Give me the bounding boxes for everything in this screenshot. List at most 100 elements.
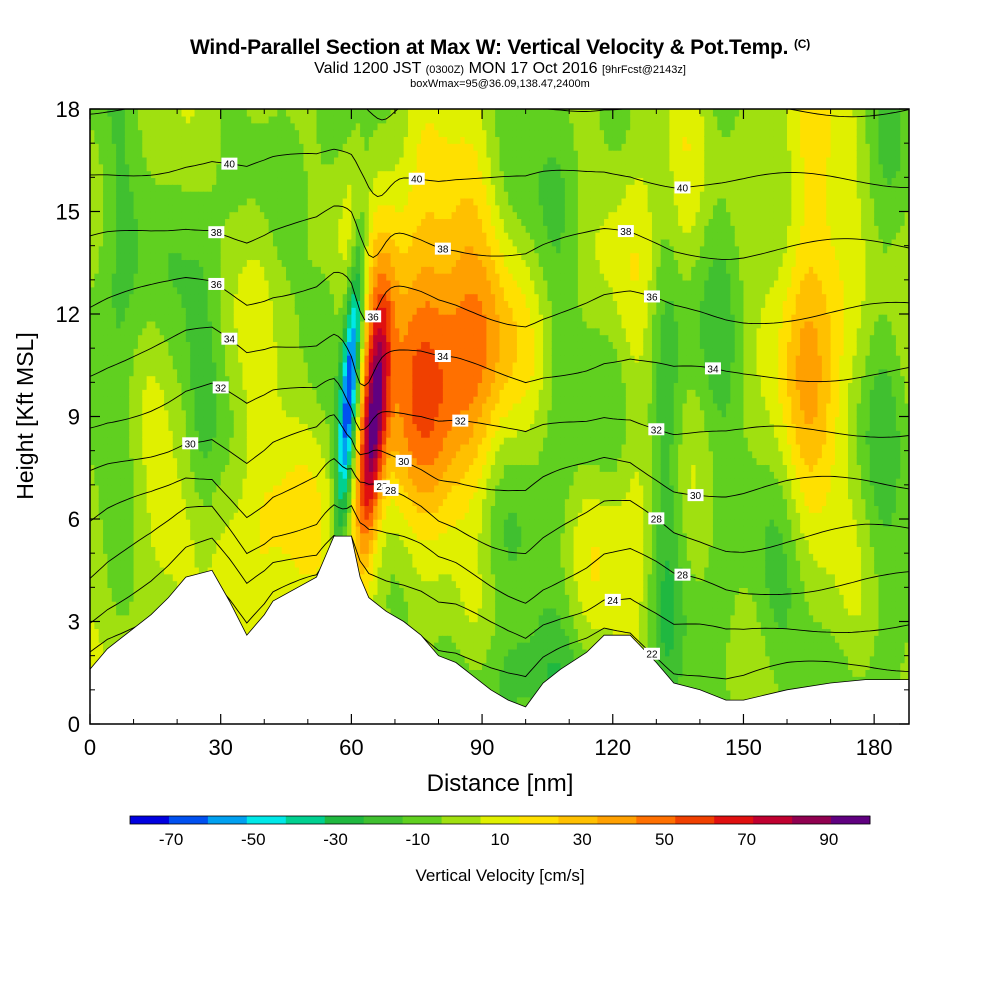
velocity-cell — [168, 157, 173, 165]
velocity-cell — [303, 417, 308, 425]
velocity-cell — [256, 205, 261, 213]
velocity-cell — [321, 218, 326, 226]
velocity-cell — [199, 485, 204, 493]
velocity-cell — [295, 423, 300, 431]
velocity-cell — [238, 335, 243, 343]
velocity-cell — [238, 403, 243, 411]
velocity-cell — [107, 376, 112, 384]
velocity-cell — [221, 123, 226, 131]
velocity-cell — [286, 321, 291, 329]
velocity-cell — [177, 212, 182, 220]
velocity-cell — [321, 191, 326, 199]
velocity-cell — [99, 478, 104, 486]
velocity-cell — [303, 499, 308, 507]
velocity-cell — [186, 417, 191, 425]
velocity-cell — [242, 369, 247, 377]
velocity-cell — [142, 471, 147, 479]
velocity-cell — [125, 280, 130, 288]
velocity-cell — [112, 403, 117, 411]
velocity-cell — [107, 355, 112, 363]
velocity-cell — [260, 574, 265, 582]
velocity-cell — [308, 253, 313, 261]
velocity-cell — [317, 184, 322, 192]
velocity-cell — [251, 232, 256, 240]
velocity-cell — [90, 184, 95, 192]
velocity-cell — [116, 239, 121, 247]
velocity-cell — [269, 266, 274, 274]
velocity-cell — [112, 382, 117, 390]
velocity-cell — [282, 239, 287, 247]
velocity-cell — [164, 341, 169, 349]
velocity-cell — [312, 205, 317, 213]
velocity-cell — [325, 382, 330, 390]
velocity-cell — [317, 403, 322, 411]
velocity-cell — [299, 560, 304, 568]
velocity-cell — [199, 205, 204, 213]
velocity-cell — [107, 478, 112, 486]
velocity-cell — [303, 492, 308, 500]
velocity-cell — [286, 574, 291, 582]
velocity-cell — [282, 403, 287, 411]
velocity-cell — [99, 212, 104, 220]
velocity-cell — [129, 328, 134, 336]
velocity-cell — [147, 499, 152, 507]
velocity-cell — [325, 519, 330, 527]
velocity-cell — [260, 526, 265, 534]
velocity-cell — [286, 396, 291, 404]
velocity-cell — [151, 328, 156, 336]
velocity-cell — [177, 259, 182, 267]
velocity-cell — [242, 594, 247, 602]
velocity-cell — [234, 198, 239, 206]
velocity-cell — [190, 184, 195, 192]
velocity-cell — [238, 239, 243, 247]
velocity-cell — [186, 341, 191, 349]
velocity-cell — [125, 410, 130, 418]
velocity-cell — [229, 417, 234, 425]
velocity-cell — [312, 130, 317, 138]
velocity-cell — [286, 464, 291, 472]
velocity-cell — [120, 218, 125, 226]
velocity-cell — [282, 218, 287, 226]
velocity-cell — [151, 417, 156, 425]
velocity-cell — [168, 218, 173, 226]
velocity-cell — [303, 348, 308, 356]
velocity-cell — [160, 348, 165, 356]
velocity-cell — [256, 246, 261, 254]
velocity-cell — [107, 143, 112, 151]
velocity-cell — [308, 437, 313, 445]
velocity-cell — [173, 123, 178, 131]
velocity-cell — [277, 157, 282, 165]
velocity-cell — [177, 362, 182, 370]
velocity-cell — [107, 628, 112, 636]
velocity-cell — [208, 246, 213, 254]
velocity-cell — [112, 622, 117, 630]
velocity-cell — [221, 396, 226, 404]
velocity-cell — [160, 389, 165, 397]
velocity-cell — [90, 225, 95, 233]
velocity-cell — [312, 171, 317, 179]
velocity-cell — [242, 499, 247, 507]
velocity-cell — [234, 601, 239, 609]
velocity-cell — [290, 540, 295, 548]
velocity-cell — [247, 246, 252, 254]
velocity-cell — [317, 198, 322, 206]
velocity-cell — [308, 512, 313, 520]
velocity-cell — [260, 423, 265, 431]
velocity-cell — [151, 273, 156, 281]
velocity-cell — [256, 567, 261, 575]
velocity-cell — [260, 478, 265, 486]
velocity-cell — [107, 266, 112, 274]
velocity-cell — [99, 259, 104, 267]
velocity-cell — [155, 259, 160, 267]
velocity-cell — [190, 239, 195, 247]
velocity-cell — [103, 485, 108, 493]
velocity-cell — [181, 205, 186, 213]
velocity-cell — [199, 218, 204, 226]
velocity-cell — [160, 362, 165, 370]
velocity-cell — [199, 143, 204, 151]
velocity-cell — [138, 239, 143, 247]
velocity-cell — [247, 601, 252, 609]
velocity-cell — [242, 533, 247, 541]
velocity-cell — [94, 225, 99, 233]
velocity-cell — [190, 177, 195, 185]
